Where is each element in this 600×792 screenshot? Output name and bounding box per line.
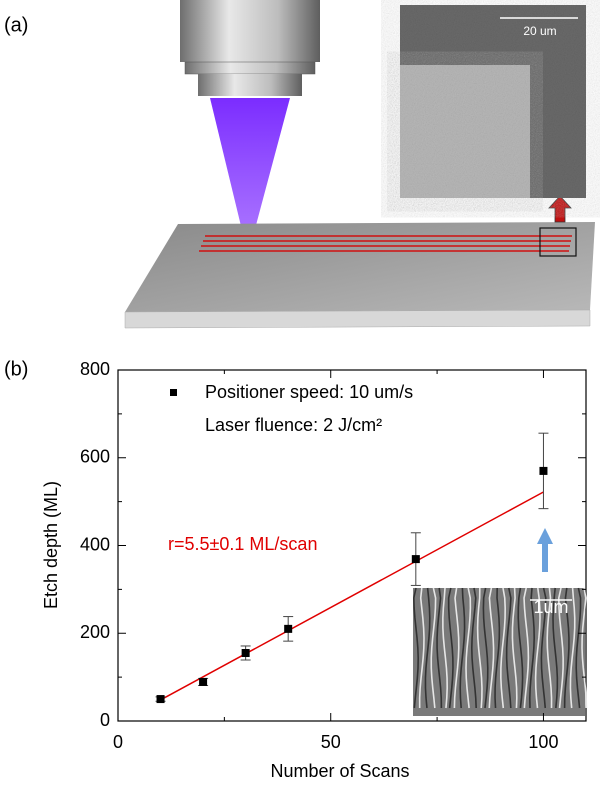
legend-note: Laser fluence: 2 J/cm²	[205, 415, 382, 435]
striation	[442, 587, 448, 709]
scan-lines	[199, 235, 572, 252]
striation	[424, 587, 431, 709]
x-tick-label: 100	[528, 732, 558, 752]
striation	[447, 587, 454, 709]
striation	[581, 587, 588, 709]
inset-arrow	[537, 528, 553, 572]
striation	[500, 587, 506, 709]
zoom-arrow	[548, 195, 572, 223]
y-tick-label: 200	[80, 622, 110, 642]
striation	[534, 587, 541, 709]
striation	[540, 587, 547, 709]
striation	[523, 587, 530, 709]
striation	[482, 587, 489, 709]
striation	[575, 587, 582, 709]
sample-top	[125, 222, 595, 312]
striation	[517, 587, 524, 709]
inset-sem	[413, 587, 588, 716]
point	[156, 695, 165, 704]
striation	[418, 587, 425, 709]
annotation: r=5.5±0.1 ML/scan	[168, 534, 317, 554]
zoom-box	[539, 227, 577, 257]
panel-label: (a)	[4, 14, 28, 36]
striation	[453, 587, 460, 709]
striation	[488, 587, 495, 709]
illustration: 20 um	[124, 0, 595, 329]
objective	[180, 0, 320, 62]
point	[241, 648, 250, 657]
x-tick-label: 0	[113, 732, 123, 752]
fit-line	[160, 491, 544, 701]
striation	[563, 587, 570, 709]
legend-label: Positioner speed: 10 um/s	[205, 382, 413, 402]
striation	[558, 587, 564, 709]
striation	[436, 587, 443, 709]
laser-beam	[210, 98, 290, 255]
striation	[470, 587, 477, 709]
y-tick-label: 400	[80, 534, 110, 554]
y-axis-label: Etch depth (ML)	[41, 481, 61, 609]
striation	[546, 587, 553, 709]
objective-tip	[198, 74, 302, 96]
y-tick-label: 600	[80, 447, 110, 467]
striation	[430, 587, 437, 709]
x-tick-label: 50	[321, 732, 341, 752]
point	[199, 677, 208, 686]
striation	[511, 587, 518, 709]
striation	[465, 587, 472, 709]
point	[539, 466, 548, 475]
inset-scale-label: 1um	[533, 597, 568, 617]
y-tick-label: 0	[100, 710, 110, 730]
x-axis-label: Number of Scans	[270, 761, 409, 781]
striation	[413, 587, 419, 709]
sample-side	[124, 309, 591, 329]
striation	[459, 587, 466, 709]
point	[284, 624, 293, 633]
scale-bar-label: 20 um	[523, 24, 556, 38]
y-tick-label: 800	[80, 359, 110, 379]
legend-marker	[170, 389, 177, 396]
sem-image	[400, 5, 586, 198]
striation	[569, 587, 576, 709]
panel-label: (b)	[4, 358, 28, 380]
striation	[505, 587, 512, 709]
striation	[529, 587, 535, 709]
striation	[552, 587, 559, 709]
striation	[494, 587, 501, 709]
point	[411, 555, 420, 564]
objective-ring	[184, 61, 316, 75]
striation	[476, 587, 483, 709]
